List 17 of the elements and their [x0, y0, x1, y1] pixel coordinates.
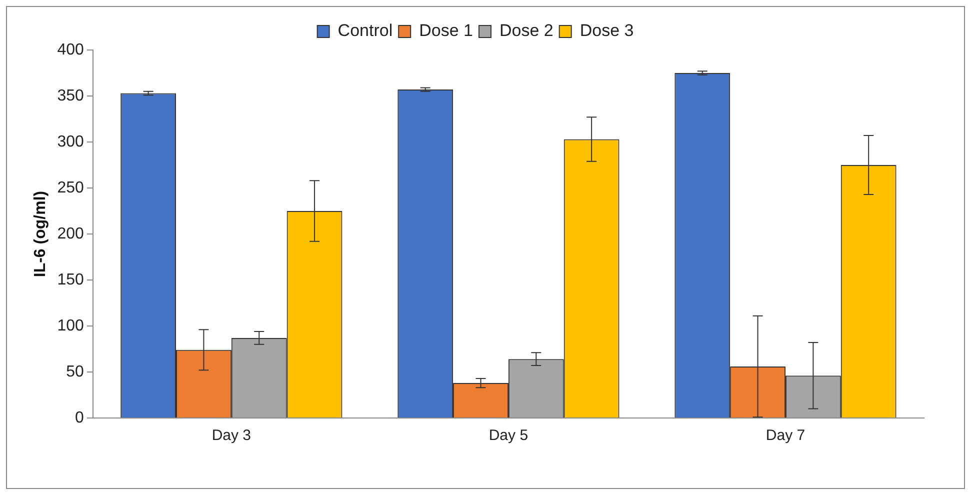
legend-label: Dose 3: [580, 21, 634, 40]
y-tick-label: 200: [57, 225, 84, 242]
y-tick-label: 50: [66, 363, 84, 380]
y-tick-label: 300: [57, 133, 84, 150]
y-axis-title: IL-6 (og/ml): [32, 190, 50, 278]
legend-label: Dose 2: [499, 21, 554, 40]
y-tick-label: 400: [57, 41, 84, 58]
y-tick-label: 100: [57, 317, 84, 334]
y-tick-label: 250: [57, 179, 84, 196]
x-tick-label: Day 3: [212, 427, 252, 444]
y-tick-label: 150: [57, 271, 84, 288]
x-tick-label: Day 5: [488, 427, 528, 444]
y-tick-label: 350: [57, 87, 84, 104]
y-tick-label: 0: [74, 409, 84, 426]
x-tick-label: Day 7: [766, 427, 806, 444]
legend-label: Dose 1: [419, 21, 473, 40]
legend-label: Control: [338, 21, 393, 40]
